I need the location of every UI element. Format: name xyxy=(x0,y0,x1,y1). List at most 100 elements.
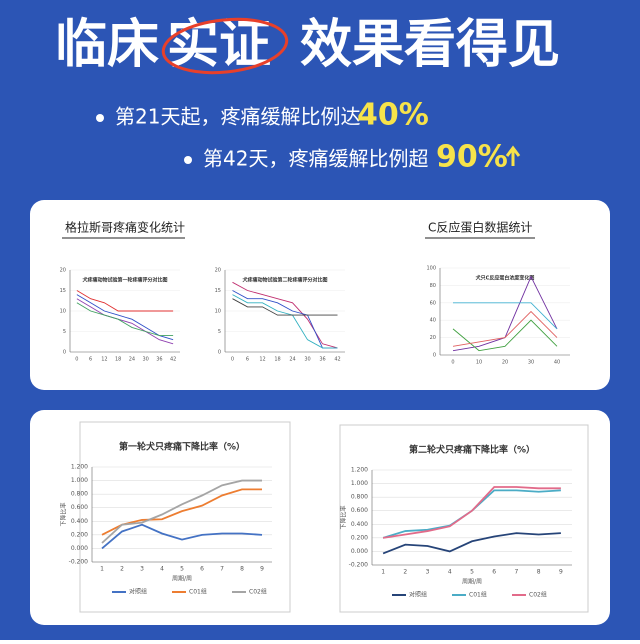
y-tick-label: 0.600 xyxy=(351,507,368,514)
y-tick-label: 0.200 xyxy=(351,534,368,541)
chart-title: 第一轮犬只疼痛下降比率（%） xyxy=(119,441,245,453)
y-tick-label: 10 xyxy=(60,309,66,315)
x-tick-label: 7 xyxy=(515,569,519,576)
x-tick-label: 42 xyxy=(170,357,176,363)
series-line xyxy=(76,294,174,341)
series-line xyxy=(232,294,338,349)
bullet-dot xyxy=(184,156,192,164)
bullet-text: 第42天，疼痛缓解比例超 xyxy=(203,147,428,171)
legend-label: C01组 xyxy=(189,588,207,596)
y-tick-label: 5 xyxy=(63,329,66,335)
x-tick-label: 36 xyxy=(319,357,325,363)
x-axis-label: 周期/周 xyxy=(172,575,192,583)
x-tick-label: 8 xyxy=(240,566,244,573)
bullet-text: 第21天起，疼痛缓解比例达 xyxy=(115,105,360,129)
y-tick-label: 0.400 xyxy=(351,521,368,528)
y-tick-label: 0 xyxy=(63,350,66,356)
panel-label: 格拉斯哥疼痛变化统计 xyxy=(65,220,185,235)
panel-label: C反应蛋白数据统计 xyxy=(428,220,532,235)
x-tick-label: 8 xyxy=(537,569,541,576)
series-line xyxy=(232,290,338,349)
x-tick-label: 0 xyxy=(451,360,454,366)
x-tick-label: 0 xyxy=(231,357,234,363)
x-tick-label: 4 xyxy=(448,569,452,576)
series-line xyxy=(382,486,561,539)
y-tick-label: 20 xyxy=(430,335,436,341)
y-tick-label: 0 xyxy=(218,350,221,356)
x-tick-label: 4 xyxy=(160,566,164,573)
y-tick-label: 15 xyxy=(215,288,221,294)
highlight-circle xyxy=(161,17,289,75)
series-line xyxy=(76,302,174,337)
y-tick-label: 0.200 xyxy=(71,531,88,538)
up-arrow xyxy=(505,145,521,166)
series-line xyxy=(232,281,338,349)
series-line xyxy=(101,479,262,544)
legend-label: C02组 xyxy=(529,591,547,599)
x-tick-label: 9 xyxy=(559,569,563,576)
y-tick-label: 0.800 xyxy=(71,491,88,498)
series-line xyxy=(101,523,263,550)
y-tick-label: 0.400 xyxy=(71,518,88,525)
x-tick-label: 30 xyxy=(142,357,148,363)
y-tick-label: 0.000 xyxy=(71,545,88,552)
y-axis-label: 下降比率 xyxy=(340,505,348,529)
x-tick-label: 9 xyxy=(260,566,264,573)
legend-label: 对照组 xyxy=(409,591,427,599)
x-tick-label: 10 xyxy=(476,360,482,366)
y-tick-label: 0.000 xyxy=(351,548,368,555)
y-tick-label: -0.200 xyxy=(69,559,89,566)
y-tick-label: 40 xyxy=(430,318,436,324)
y-tick-label: 15 xyxy=(60,288,66,294)
series-line xyxy=(382,532,561,555)
series-line xyxy=(76,298,174,345)
y-tick-label: 1.000 xyxy=(351,480,368,487)
x-tick-label: 5 xyxy=(470,569,474,576)
y-tick-label: 1.000 xyxy=(71,477,88,484)
legend-label: 对照组 xyxy=(129,588,147,596)
y-tick-label: 0.600 xyxy=(71,504,88,511)
y-tick-label: 1.200 xyxy=(351,467,368,474)
series-line xyxy=(453,302,558,330)
legend-label: C01组 xyxy=(469,591,487,599)
x-tick-label: 3 xyxy=(426,569,430,576)
title: 临床 xyxy=(55,15,159,75)
y-tick-label: 20 xyxy=(60,268,66,274)
bullet-highlight: 40% xyxy=(357,98,429,133)
y-axis-label: 下降比率 xyxy=(60,502,68,526)
chart-title: 犬疼痛动物试验第二轮疼痛评分对比图 xyxy=(242,277,327,284)
chart-frame xyxy=(339,424,589,613)
x-tick-label: 6 xyxy=(246,357,249,363)
x-tick-label: 1 xyxy=(381,569,385,576)
bullet-highlight: 90% xyxy=(436,140,508,175)
panel xyxy=(30,200,610,390)
series-line xyxy=(232,298,338,316)
chart-title: 犬只C反应蛋白浓度变化图 xyxy=(476,275,535,282)
chart-frame xyxy=(79,421,291,613)
x-tick-label: 30 xyxy=(528,360,534,366)
series-line xyxy=(452,310,558,347)
x-tick-label: 36 xyxy=(156,357,162,363)
x-tick-label: 5 xyxy=(180,566,184,573)
x-tick-label: 18 xyxy=(274,357,280,363)
x-tick-label: 12 xyxy=(259,357,265,363)
x-tick-label: 40 xyxy=(554,360,560,366)
y-tick-label: 10 xyxy=(215,309,221,315)
chart-title: 第二轮犬只疼痛下降比率（%） xyxy=(409,444,535,456)
series-line xyxy=(76,290,174,312)
x-tick-label: 18 xyxy=(115,357,121,363)
y-tick-label: 60 xyxy=(430,300,436,306)
y-tick-label: 20 xyxy=(215,268,221,274)
x-tick-label: 20 xyxy=(502,360,508,366)
title: 实证 xyxy=(167,15,271,75)
panel xyxy=(30,410,610,625)
y-tick-label: 5 xyxy=(218,329,221,335)
y-tick-label: 1.200 xyxy=(71,464,88,471)
y-tick-label: 100 xyxy=(426,266,436,272)
x-tick-label: 6 xyxy=(492,569,496,576)
x-tick-label: 12 xyxy=(101,357,107,363)
x-axis-label: 周期/周 xyxy=(462,578,482,586)
y-tick-label: 0 xyxy=(433,353,436,359)
bullet-dot xyxy=(96,114,104,122)
